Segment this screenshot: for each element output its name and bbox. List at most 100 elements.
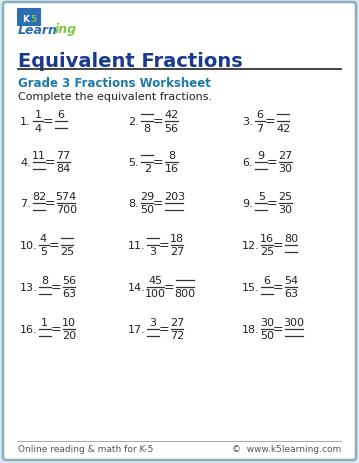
Text: 4: 4 (40, 234, 47, 244)
Text: 45: 45 (148, 276, 162, 286)
Text: 6.: 6. (242, 158, 253, 168)
Text: 2: 2 (144, 164, 151, 174)
Text: 56: 56 (164, 123, 178, 133)
Text: =: = (51, 323, 61, 336)
Text: 8: 8 (41, 276, 48, 286)
Text: 1.: 1. (20, 117, 31, 127)
Text: 42: 42 (276, 123, 290, 133)
Text: 3: 3 (149, 247, 156, 257)
Text: 3: 3 (149, 318, 156, 328)
Text: 5: 5 (258, 192, 265, 202)
Text: 30: 30 (260, 318, 274, 328)
FancyBboxPatch shape (17, 9, 41, 27)
Text: 56: 56 (62, 276, 76, 286)
FancyBboxPatch shape (3, 3, 356, 460)
Text: Equivalent Fractions: Equivalent Fractions (18, 52, 243, 71)
Text: 18: 18 (170, 234, 184, 244)
Text: 50: 50 (140, 205, 154, 215)
Text: 13.: 13. (20, 282, 38, 292)
Text: 72: 72 (170, 331, 184, 341)
Text: 10.: 10. (20, 240, 38, 250)
Text: 82: 82 (32, 192, 46, 202)
Text: 17.: 17. (128, 324, 146, 334)
Text: ing: ing (55, 24, 77, 37)
Text: 574: 574 (56, 192, 77, 202)
Text: 10: 10 (62, 318, 76, 328)
Text: 27: 27 (279, 151, 293, 161)
Text: 100: 100 (145, 289, 166, 299)
Text: 20: 20 (62, 331, 76, 341)
Text: 42: 42 (164, 110, 179, 120)
Text: =: = (267, 156, 278, 169)
Text: 63: 63 (62, 289, 76, 299)
Text: 800: 800 (174, 289, 195, 299)
Text: 8.: 8. (128, 199, 139, 208)
Text: 16: 16 (164, 164, 178, 174)
Text: Grade 3 Fractions Worksheet: Grade 3 Fractions Worksheet (18, 77, 211, 90)
Text: 15.: 15. (242, 282, 260, 292)
Text: =: = (43, 115, 53, 128)
Text: 6: 6 (58, 110, 65, 120)
Text: =: = (153, 156, 164, 169)
Text: =: = (51, 281, 61, 294)
Text: 1: 1 (34, 110, 42, 120)
Text: 11: 11 (32, 151, 46, 161)
Text: 4.: 4. (20, 158, 31, 168)
Text: 50: 50 (260, 331, 274, 341)
Text: 80: 80 (284, 234, 298, 244)
Text: 300: 300 (283, 318, 304, 328)
Text: 5.: 5. (128, 158, 139, 168)
Text: =: = (272, 323, 283, 336)
Text: 30: 30 (279, 164, 293, 174)
Text: =: = (48, 239, 59, 252)
Text: 84: 84 (56, 164, 71, 174)
Text: 25: 25 (60, 247, 74, 257)
Text: 54: 54 (284, 276, 298, 286)
Text: 27: 27 (170, 318, 184, 328)
Text: 25: 25 (279, 192, 293, 202)
Text: 7: 7 (256, 123, 264, 133)
Text: 3.: 3. (242, 117, 253, 127)
Text: =: = (267, 197, 278, 210)
Text: 5: 5 (40, 247, 47, 257)
Text: 7.: 7. (20, 199, 31, 208)
Text: =: = (45, 197, 56, 210)
Text: =: = (153, 115, 164, 128)
Text: 6: 6 (263, 276, 270, 286)
Text: 4: 4 (34, 123, 42, 133)
Text: 6: 6 (256, 110, 264, 120)
Text: 77: 77 (56, 151, 71, 161)
Text: 11.: 11. (128, 240, 146, 250)
Text: Complete the equivalent fractions.: Complete the equivalent fractions. (18, 92, 212, 102)
Text: =: = (159, 323, 169, 336)
Text: 63: 63 (284, 289, 298, 299)
Text: 8: 8 (168, 151, 175, 161)
Text: =: = (159, 239, 169, 252)
Text: =: = (164, 281, 174, 294)
Text: 16.: 16. (20, 324, 38, 334)
Text: 18.: 18. (242, 324, 260, 334)
Text: K: K (22, 14, 29, 24)
Text: =: = (272, 281, 283, 294)
Text: 25: 25 (260, 247, 274, 257)
Text: 2.: 2. (128, 117, 139, 127)
Text: =: = (272, 239, 283, 252)
Text: =: = (153, 197, 164, 210)
Text: 1: 1 (41, 318, 48, 328)
Text: ©  www.k5learning.com: © www.k5learning.com (232, 444, 341, 454)
Text: 9: 9 (258, 151, 265, 161)
Text: 700: 700 (56, 205, 77, 215)
Text: 203: 203 (164, 192, 185, 202)
Text: =: = (45, 156, 56, 169)
Text: 12.: 12. (242, 240, 260, 250)
Text: 29: 29 (140, 192, 154, 202)
Text: 14.: 14. (128, 282, 146, 292)
Text: 5: 5 (30, 14, 36, 24)
Text: 27: 27 (170, 247, 184, 257)
Text: =: = (265, 115, 275, 128)
Text: 30: 30 (279, 205, 293, 215)
Text: Online reading & math for K-5: Online reading & math for K-5 (18, 444, 153, 454)
Text: Learn: Learn (18, 24, 58, 37)
Text: 16: 16 (260, 234, 274, 244)
Text: 9.: 9. (242, 199, 253, 208)
